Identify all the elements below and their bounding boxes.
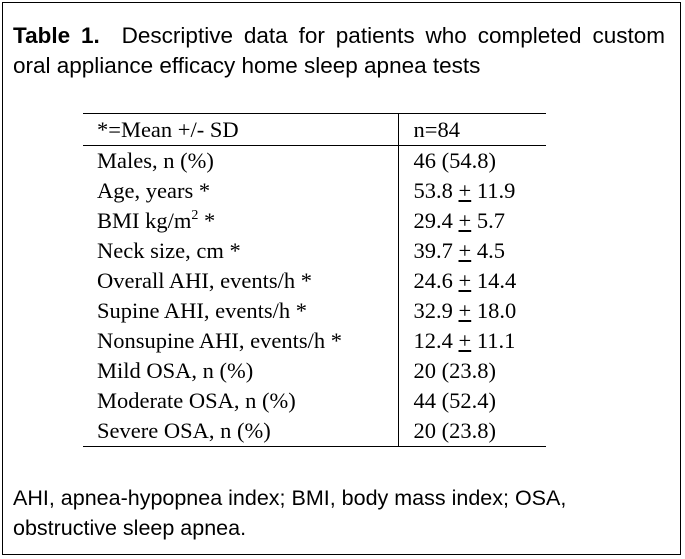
plus-minus-symbol: +: [458, 268, 472, 293]
row-label: Moderate OSA, n (%): [83, 386, 399, 416]
table-row: Age, years * 53.8 + 11.9: [83, 176, 546, 206]
table-caption-text: Descriptive data for patients who comple…: [13, 23, 665, 78]
row-value: 12.4 + 11.1: [398, 326, 546, 356]
value-mean: 29.4: [413, 208, 453, 233]
value-sd: 14.4: [476, 268, 517, 293]
row-label: Nonsupine AHI, events/h *: [83, 326, 399, 356]
table-row: Severe OSA, n (%) 20 (23.8): [83, 416, 546, 447]
table-header-row: *=Mean +/- SD n=84: [83, 113, 546, 146]
row-value: 44 (52.4): [413, 388, 497, 413]
row-value: 39.7 + 4.5: [398, 236, 546, 266]
header-cell-variable: *=Mean +/- SD: [83, 113, 399, 146]
plus-minus-symbol: +: [458, 208, 472, 233]
table-row: Mild OSA, n (%) 20 (23.8): [83, 356, 546, 386]
table-row: Supine AHI, events/h * 32.9 + 18.0: [83, 296, 546, 326]
table-row: BMI kg/m2 * 29.4 + 5.7: [83, 206, 546, 236]
table-row: Overall AHI, events/h * 24.6 + 14.4: [83, 266, 546, 296]
value-mean: 24.6: [413, 268, 453, 293]
row-label: Overall AHI, events/h *: [83, 266, 399, 296]
header-cell-value: n=84: [398, 113, 546, 146]
row-label: BMI kg/m2 *: [83, 206, 399, 236]
row-value: 53.8 + 11.9: [398, 176, 546, 206]
value-mean: 12.4: [413, 328, 453, 353]
descriptive-data-table: *=Mean +/- SD n=84 Males, n (%) 46 (54.8…: [83, 113, 546, 447]
value-sd: 5.7: [476, 208, 505, 233]
row-value: 29.4 + 5.7: [398, 206, 546, 236]
row-label-text: BMI kg/m: [97, 208, 192, 233]
row-value: 32.9 + 18.0: [398, 296, 546, 326]
table-row: Moderate OSA, n (%) 44 (52.4): [83, 386, 546, 416]
plus-minus-symbol: +: [458, 328, 472, 353]
table-row: Nonsupine AHI, events/h * 12.4 + 11.1: [83, 326, 546, 356]
plus-minus-symbol: +: [458, 238, 472, 263]
table-row: Neck size, cm * 39.7 + 4.5: [83, 236, 546, 266]
superscript-two: 2: [191, 208, 199, 223]
row-label: Mild OSA, n (%): [83, 356, 399, 386]
row-label: Males, n (%): [83, 145, 399, 176]
row-label: Supine AHI, events/h *: [83, 296, 399, 326]
row-label: Severe OSA, n (%): [83, 416, 399, 447]
value-mean: 32.9: [413, 298, 453, 323]
row-label-asterisk: *: [198, 208, 216, 233]
plus-minus-symbol: +: [458, 298, 472, 323]
table-row: Males, n (%) 46 (54.8): [83, 145, 546, 176]
table-caption: Table 1. Descriptive data for patients w…: [13, 21, 665, 81]
value-sd: 11.1: [476, 328, 516, 353]
row-value: 46 (54.8): [413, 148, 497, 173]
value-mean: 53.8: [413, 178, 453, 203]
value-mean: 39.7: [413, 238, 453, 263]
table-caption-label: Table 1.: [13, 23, 100, 48]
table-footnote: AHI, apnea-hypopnea index; BMI, body mas…: [13, 486, 567, 540]
row-value: 20 (23.8): [413, 358, 497, 383]
row-value: 24.6 + 14.4: [398, 266, 546, 296]
row-label: Age, years *: [83, 176, 399, 206]
value-sd: 18.0: [476, 298, 517, 323]
plus-minus-symbol: +: [458, 178, 472, 203]
value-sd: 11.9: [476, 178, 516, 203]
row-label: Neck size, cm *: [83, 236, 399, 266]
value-sd: 4.5: [476, 238, 505, 263]
row-value: 20 (23.8): [398, 416, 546, 447]
